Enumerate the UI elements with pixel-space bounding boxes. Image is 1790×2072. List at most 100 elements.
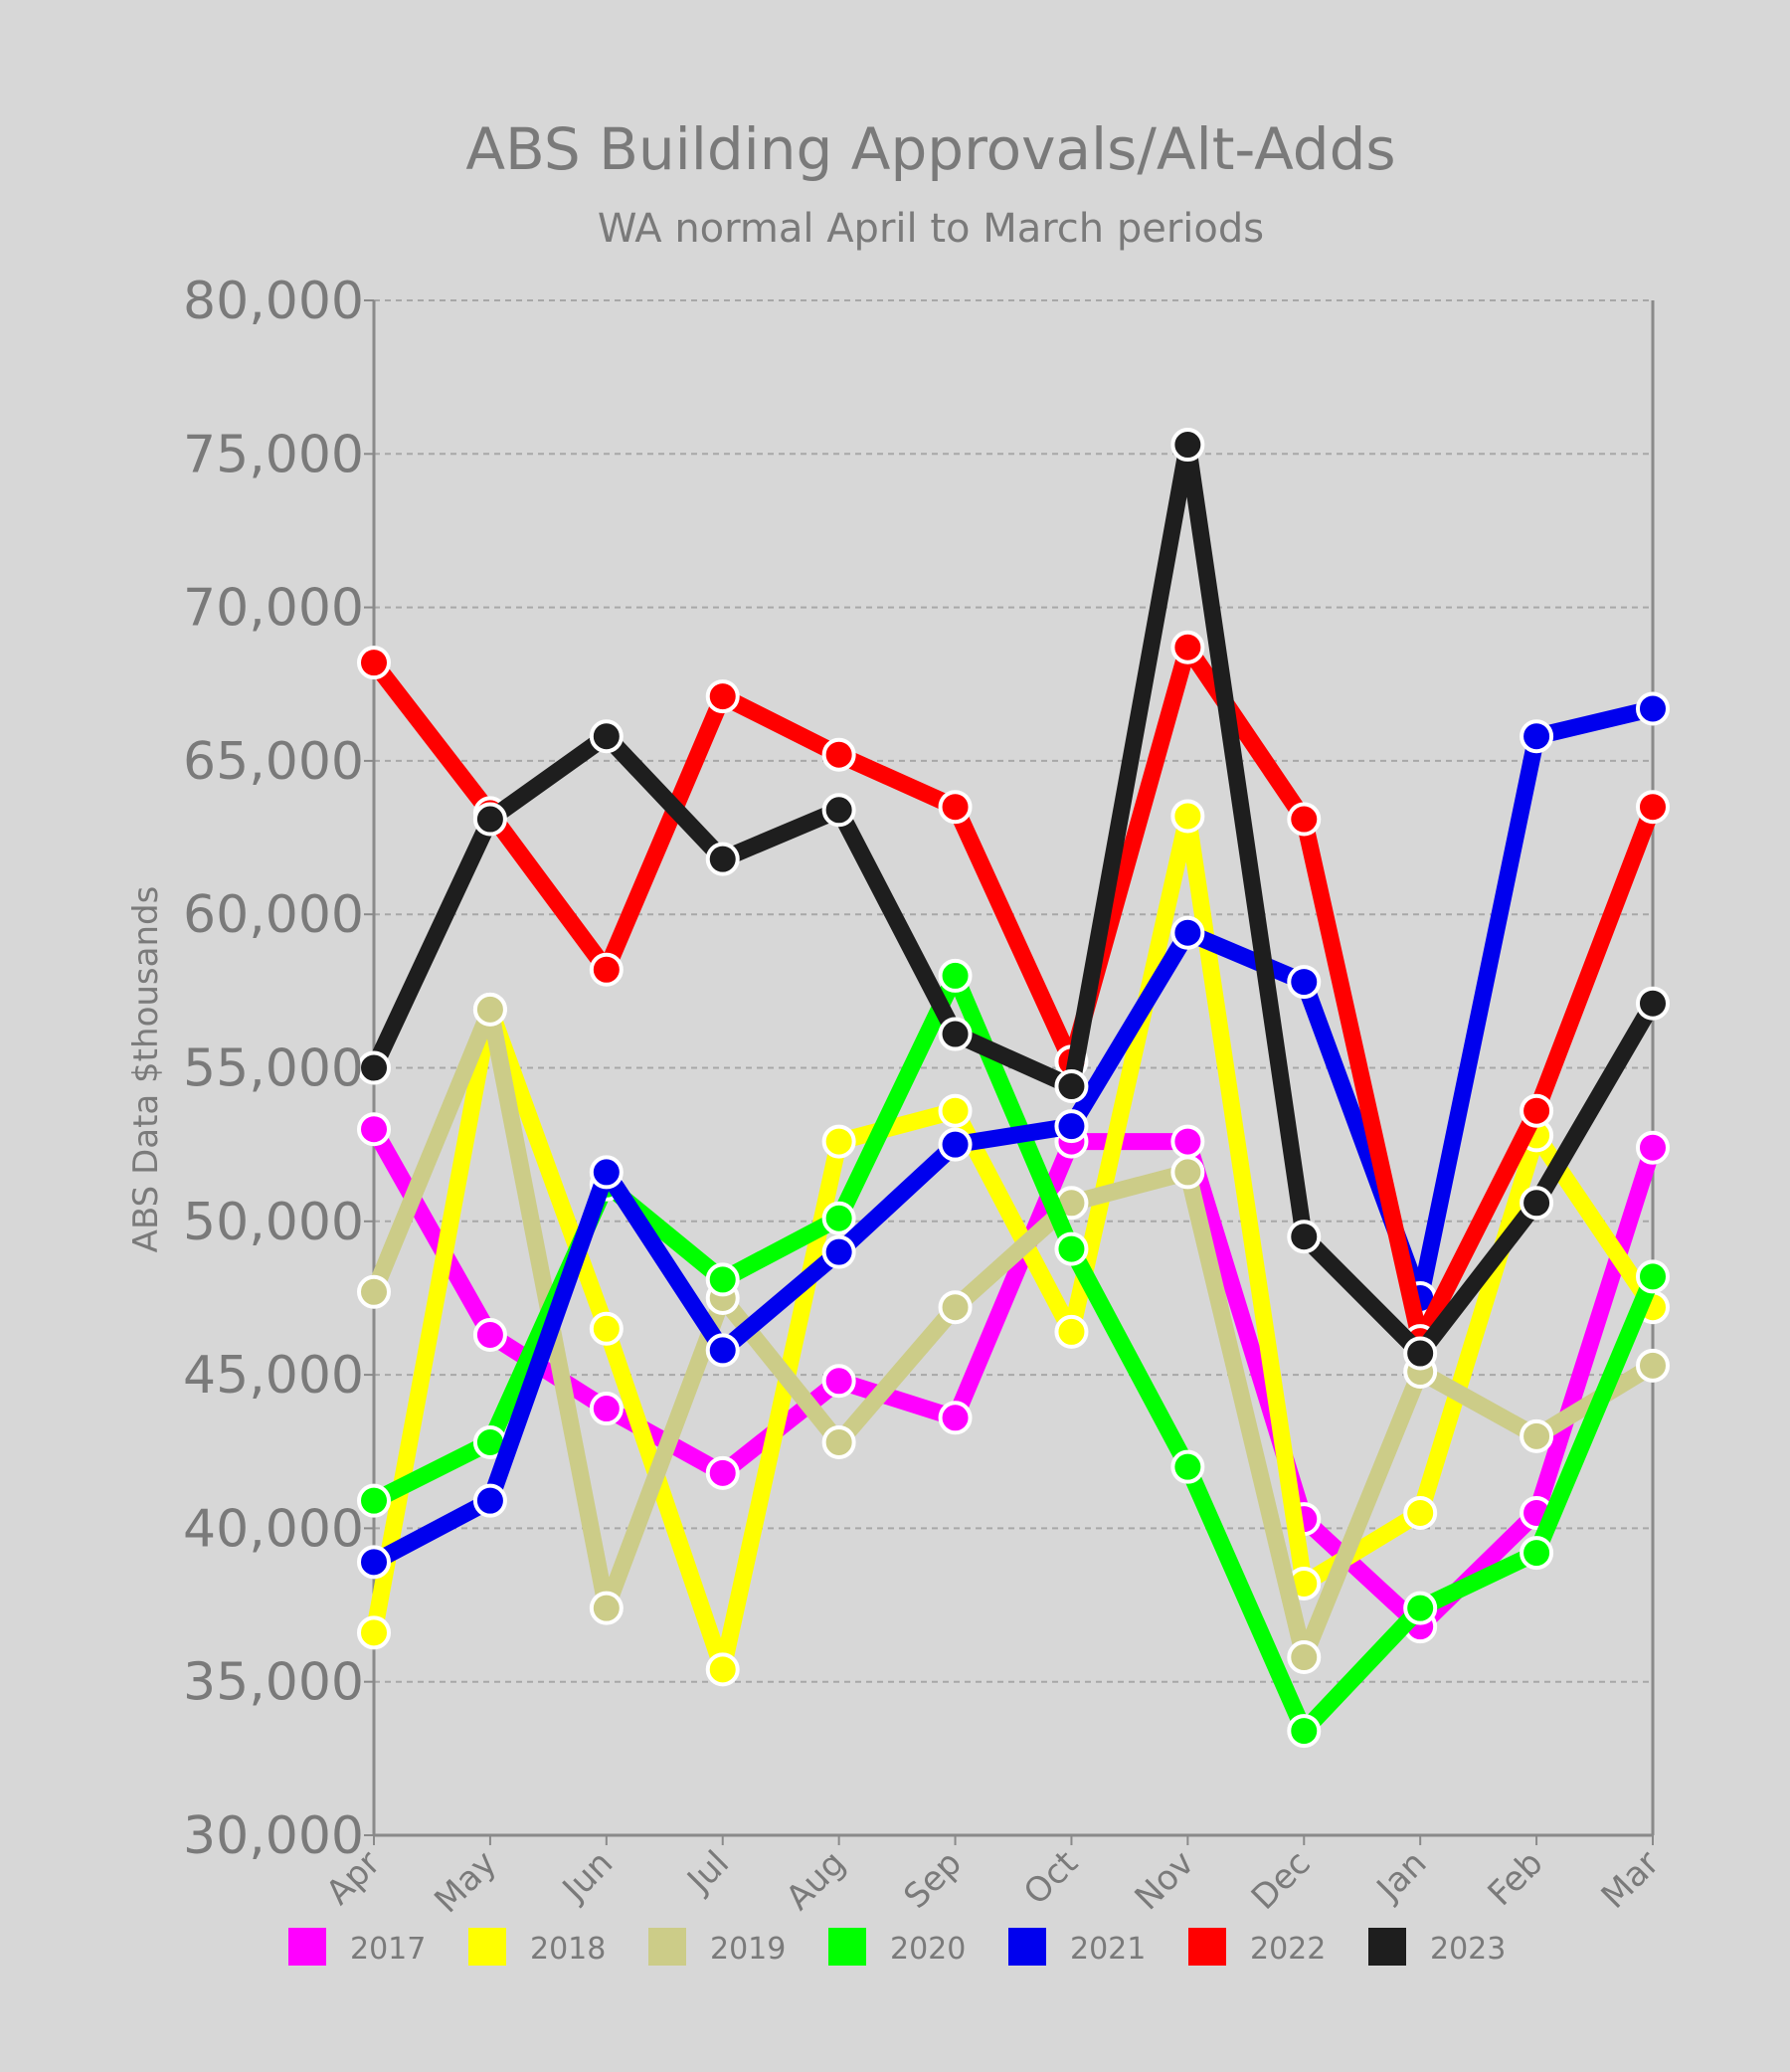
x-tick-label: Sep (896, 1843, 970, 1917)
data-point (1170, 630, 1205, 664)
data-point (589, 719, 624, 754)
data-point (705, 679, 740, 714)
data-point (589, 1155, 624, 1190)
data-point (1520, 1536, 1554, 1571)
data-point (357, 1112, 391, 1147)
data-point (472, 1317, 507, 1352)
legend-label: 2022 (1250, 1932, 1326, 1967)
data-point (1636, 1130, 1670, 1165)
data-point (357, 1274, 391, 1309)
data-point (1520, 1418, 1554, 1453)
data-point (1287, 1220, 1322, 1254)
data-point (1054, 1069, 1089, 1104)
data-point (1170, 1124, 1205, 1159)
data-point (1287, 1640, 1322, 1675)
y-tick-label: 60,000 (183, 885, 364, 945)
data-point (472, 1483, 507, 1518)
data-point (938, 1017, 973, 1051)
data-point (357, 1050, 391, 1085)
x-tick-label: Feb (1481, 1843, 1551, 1914)
data-point (821, 793, 856, 828)
data-point (1170, 1449, 1205, 1484)
series-line (365, 639, 1662, 1350)
data-point (938, 958, 973, 993)
data-point (938, 1127, 973, 1162)
data-point (1636, 790, 1670, 825)
legend-item-2020: 2020 (828, 1928, 966, 1967)
data-point (1520, 1093, 1554, 1128)
legend-label: 2023 (1430, 1932, 1506, 1967)
legend: 2017 2018 2019 2020 2021 2022 2023 (288, 1928, 1506, 1967)
x-tick-label: May (427, 1843, 504, 1921)
data-point (821, 1424, 856, 1459)
y-tick-label: 45,000 (183, 1346, 364, 1406)
data-point (705, 1262, 740, 1297)
legend-item-2022: 2022 (1188, 1928, 1326, 1967)
series-2021 (357, 691, 1670, 1580)
data-point (1636, 1259, 1670, 1294)
data-point (821, 1124, 856, 1159)
data-point (1170, 1155, 1205, 1190)
data-point (1287, 1714, 1322, 1749)
data-point (1054, 1314, 1089, 1349)
data-point (1287, 965, 1322, 1000)
legend-swatch (1188, 1928, 1226, 1966)
y-tick-label: 40,000 (183, 1499, 364, 1559)
series-line (365, 436, 1662, 1362)
data-point (589, 952, 624, 987)
x-tick-label: Aug (779, 1843, 853, 1918)
data-point (589, 1311, 624, 1346)
legend-swatch (1008, 1928, 1046, 1966)
series-line (365, 1001, 1662, 1666)
legend-item-2019: 2019 (648, 1928, 786, 1967)
y-tick-label: 70,000 (183, 579, 364, 639)
legend-swatch (648, 1928, 686, 1966)
x-tick-label: Jan (1368, 1843, 1435, 1910)
y-tick-label: 35,000 (183, 1653, 364, 1713)
data-point (1054, 1231, 1089, 1266)
data-point (472, 992, 507, 1027)
x-tick-labels: Apr May Jun Jul Aug Sep Oct Nov Dec Jan Feb Mar (318, 1835, 1667, 1921)
data-point (938, 1401, 973, 1435)
legend-item-2023: 2023 (1368, 1928, 1506, 1967)
y-tick-label: 55,000 (183, 1039, 364, 1099)
x-tick-label: Jun (554, 1843, 621, 1910)
legend-label: 2019 (710, 1932, 786, 1967)
data-point (938, 1290, 973, 1325)
data-point (821, 1201, 856, 1235)
data-point (1170, 799, 1205, 834)
data-point (1170, 915, 1205, 950)
legend-label: 2018 (530, 1932, 606, 1967)
data-point (1054, 1109, 1089, 1144)
data-point (1636, 986, 1670, 1021)
y-tick-label: 30,000 (183, 1806, 364, 1866)
legend-swatch (288, 1928, 326, 1966)
y-tick-label: 65,000 (183, 732, 364, 792)
data-point (357, 646, 391, 680)
legend-item-2021: 2021 (1008, 1928, 1146, 1967)
series-line (365, 699, 1662, 1571)
data-point (938, 1093, 973, 1128)
x-tick-label: Oct (1016, 1843, 1086, 1913)
data-point (357, 1545, 391, 1580)
data-point (821, 1364, 856, 1399)
legend-swatch (1368, 1928, 1406, 1966)
data-point (705, 842, 740, 876)
data-point (1287, 802, 1322, 837)
data-point (357, 1483, 391, 1518)
data-point (357, 1615, 391, 1650)
series-lines (357, 428, 1670, 1749)
chart-title: ABS Building Approvals/Alt-Adds (465, 115, 1395, 183)
data-point (1520, 1186, 1554, 1221)
data-point (1403, 1336, 1438, 1371)
data-point (1170, 428, 1205, 463)
legend-swatch (468, 1928, 506, 1966)
data-point (938, 790, 973, 825)
legend-label: 2017 (350, 1932, 426, 1967)
legend-item-2018: 2018 (468, 1928, 606, 1967)
data-point (1636, 1348, 1670, 1383)
data-point (1636, 691, 1670, 726)
data-point (705, 1333, 740, 1368)
y-tick-label: 75,000 (183, 425, 364, 484)
